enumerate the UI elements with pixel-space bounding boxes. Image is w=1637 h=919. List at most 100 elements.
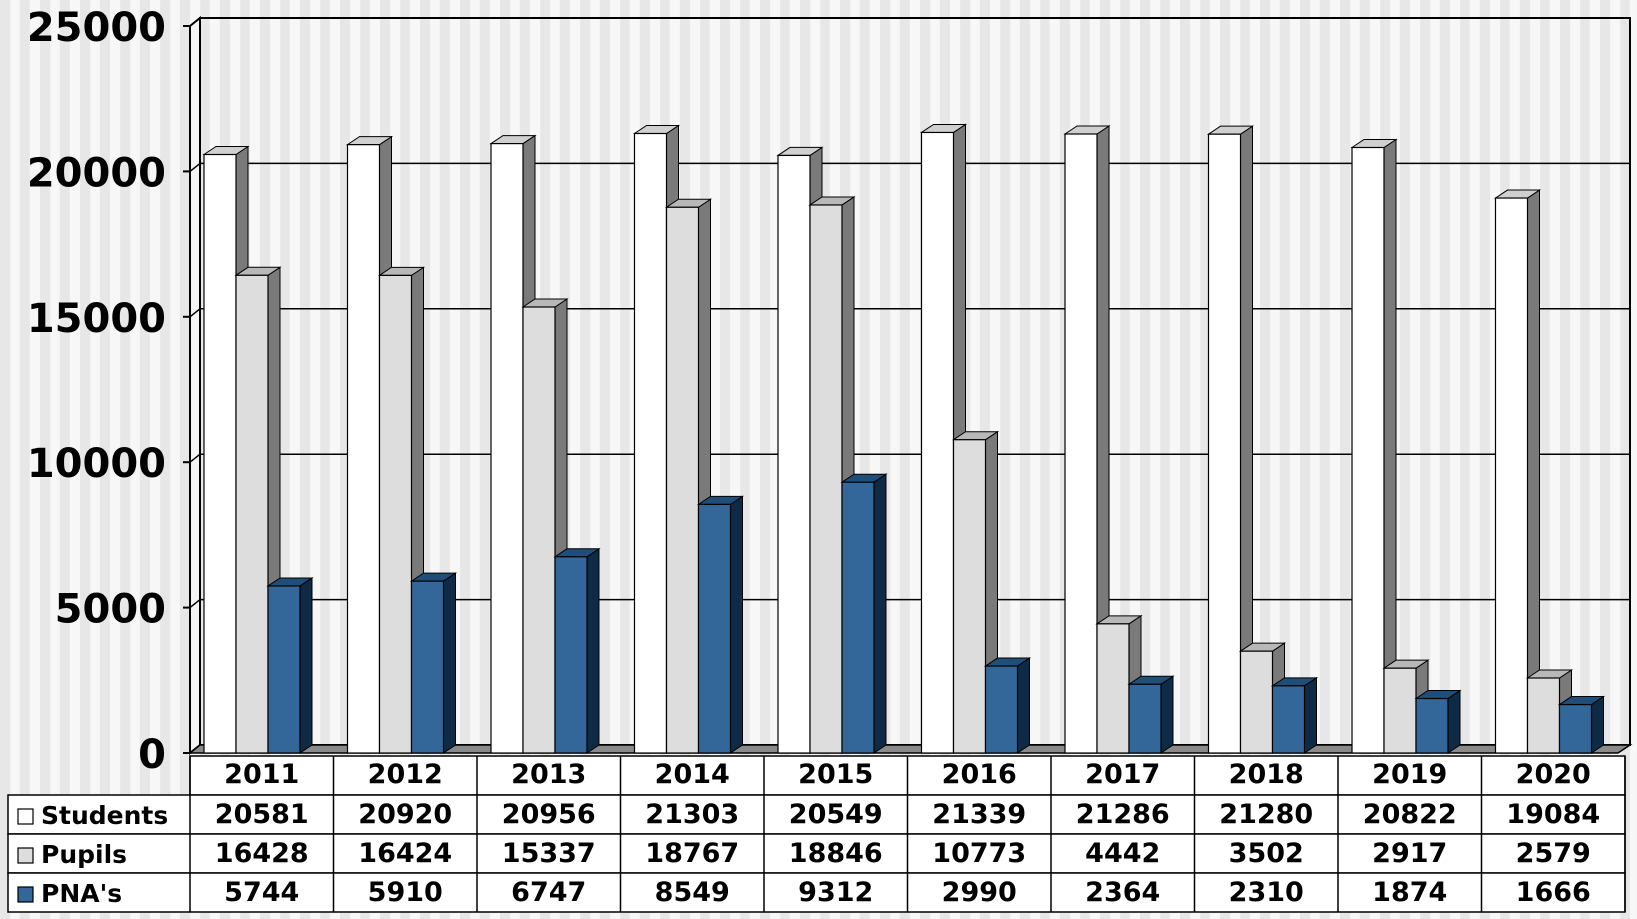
legend-label: Students <box>41 801 168 830</box>
bar <box>809 204 843 754</box>
bar <box>1207 133 1242 754</box>
bar-side <box>1527 189 1540 754</box>
bar-side <box>1017 657 1030 754</box>
bar <box>697 503 732 754</box>
bar-side <box>443 572 456 754</box>
data-table-value: 21339 <box>932 799 1026 830</box>
x-category-label: 2015 <box>798 759 873 790</box>
y-tick-label: 5000 <box>55 587 166 633</box>
gridline-side <box>189 308 201 318</box>
bar-side <box>586 547 600 754</box>
data-table-value: 2310 <box>1229 877 1304 908</box>
gridline-side <box>189 453 201 463</box>
data-table-value: 9312 <box>798 877 873 908</box>
data-table-value: 8549 <box>655 877 730 908</box>
legend-label: PNA's <box>41 879 122 908</box>
data-table-value: 15337 <box>502 838 596 869</box>
data-table-value: 2917 <box>1372 838 1447 869</box>
y-tick-label: 15000 <box>27 296 166 342</box>
x-category-label: 2018 <box>1229 759 1304 790</box>
data-table-value: 1666 <box>1516 877 1591 908</box>
y-tick-label: 0 <box>138 732 166 778</box>
bar <box>1415 697 1449 754</box>
data-table-value: 18846 <box>789 838 883 869</box>
bar <box>1096 623 1130 754</box>
bar <box>554 556 588 754</box>
bar-side <box>1447 689 1461 754</box>
bar <box>952 439 987 754</box>
bar <box>1351 146 1385 754</box>
legend-key <box>17 847 34 864</box>
bar-side <box>1160 675 1174 754</box>
data-table-value: 5744 <box>224 877 299 908</box>
data-table-value: 16424 <box>358 838 452 869</box>
x-category-label: 2017 <box>1085 759 1160 790</box>
bar <box>490 142 524 754</box>
data-table-value: 20549 <box>789 799 883 830</box>
gridline-side <box>189 162 201 172</box>
y-tick-label: 25000 <box>27 5 166 51</box>
bar-side <box>299 577 313 754</box>
bar <box>920 131 955 754</box>
bar <box>665 206 700 754</box>
data-table-value: 10773 <box>932 838 1026 869</box>
bar <box>522 306 556 754</box>
data-table-value: 4442 <box>1085 838 1160 869</box>
bar <box>777 154 811 754</box>
x-category-label: 2011 <box>224 759 299 790</box>
bar-side <box>873 473 887 754</box>
x-category-label: 2020 <box>1516 759 1591 790</box>
bar <box>633 132 668 754</box>
data-table-value: 3502 <box>1229 838 1304 869</box>
plot-side-wall <box>189 15 201 756</box>
x-category-label: 2013 <box>511 759 586 790</box>
bar <box>841 481 875 754</box>
bar <box>1526 677 1561 754</box>
data-table-value: 19084 <box>1506 799 1600 830</box>
data-table-value: 6747 <box>511 877 586 908</box>
legend-key <box>17 808 34 825</box>
bar <box>1128 683 1162 754</box>
data-table-value: 2990 <box>942 877 1017 908</box>
data-table-value: 2364 <box>1085 877 1160 908</box>
data-table-value: 21303 <box>645 799 739 830</box>
data-table-value: 5910 <box>368 877 443 908</box>
gridline-side <box>189 599 201 609</box>
bar-side <box>730 495 743 754</box>
bar <box>1239 650 1274 754</box>
data-table-value: 20920 <box>358 799 452 830</box>
bar <box>410 580 445 754</box>
data-table-value: 18767 <box>645 838 739 869</box>
bar <box>235 274 269 754</box>
legend-label: Pupils <box>41 840 127 869</box>
data-table-value: 20822 <box>1363 799 1457 830</box>
data-table-value: 20956 <box>502 799 596 830</box>
data-table-value: 21286 <box>1076 799 1170 830</box>
bar-side <box>1304 676 1317 754</box>
bar <box>1383 667 1417 754</box>
x-category-label: 2014 <box>655 759 730 790</box>
bar <box>984 665 1019 754</box>
bar <box>203 153 237 754</box>
data-table-value: 2579 <box>1516 838 1591 869</box>
data-table-value: 16428 <box>215 838 309 869</box>
bar <box>1558 703 1593 754</box>
bar <box>346 144 381 754</box>
bar <box>1064 133 1098 754</box>
bar <box>378 274 413 754</box>
bar-side <box>1591 695 1604 754</box>
x-category-label: 2012 <box>368 759 443 790</box>
bar <box>1271 685 1306 754</box>
y-tick-label: 20000 <box>27 150 166 196</box>
legend-key <box>17 886 34 903</box>
x-category-label: 2016 <box>942 759 1017 790</box>
data-table-value: 20581 <box>215 799 309 830</box>
data-table-value: 1874 <box>1372 877 1447 908</box>
bar <box>267 585 301 754</box>
y-tick-label: 10000 <box>27 441 166 487</box>
x-category-label: 2019 <box>1372 759 1447 790</box>
bar <box>1494 197 1529 754</box>
data-table-value: 21280 <box>1219 799 1313 830</box>
